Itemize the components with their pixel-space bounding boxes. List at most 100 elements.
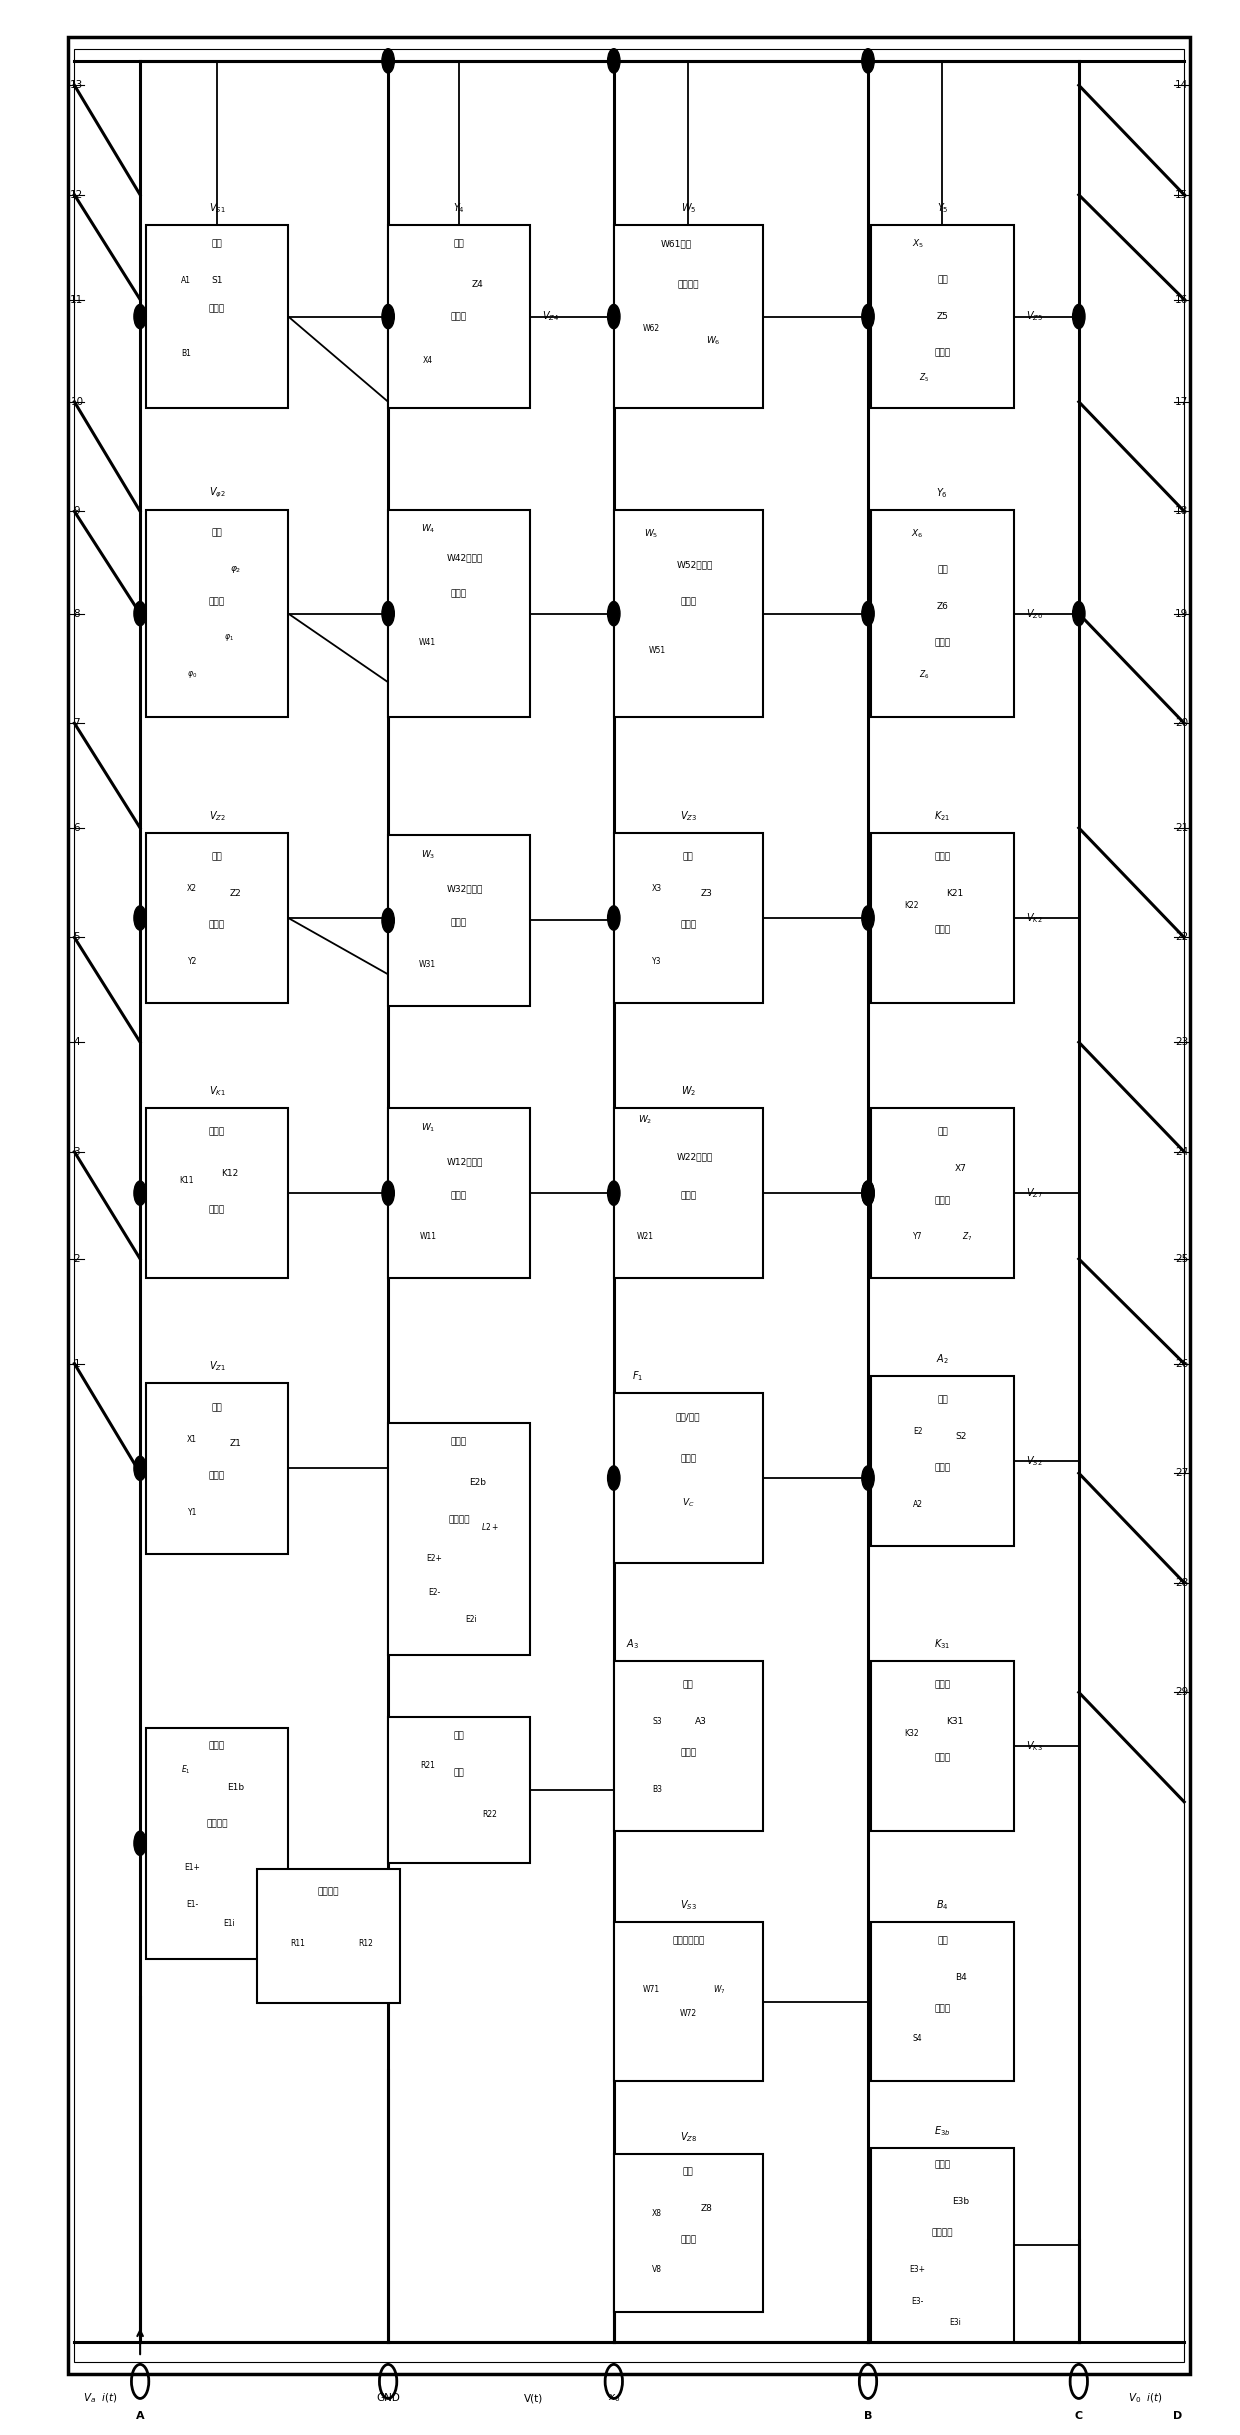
Text: S2: S2: [955, 1432, 967, 1442]
Text: $W_3$: $W_3$: [420, 847, 435, 862]
Circle shape: [862, 1466, 874, 1490]
Text: $V_{S1}$: $V_{S1}$: [208, 202, 226, 214]
Text: 乘法器: 乘法器: [934, 638, 951, 648]
Text: Z2: Z2: [229, 889, 242, 899]
Text: 流传输器: 流传输器: [931, 2228, 954, 2238]
Bar: [387, 511, 531, 718]
Text: $Z_7$: $Z_7$: [962, 1230, 972, 1244]
Text: S3: S3: [652, 1717, 662, 1726]
Bar: [614, 833, 763, 1003]
Text: W62: W62: [642, 324, 660, 334]
Text: $W_2$: $W_2$: [681, 1084, 696, 1098]
Text: 频率/电压: 频率/电压: [676, 1412, 701, 1422]
Bar: [614, 226, 763, 409]
Bar: [387, 1422, 531, 1656]
Text: $E_1$: $E_1$: [181, 1763, 191, 1778]
Circle shape: [382, 1181, 394, 1205]
Text: 流传输器: 流传输器: [206, 1819, 228, 1829]
Circle shape: [134, 1181, 146, 1205]
Text: 第二: 第二: [937, 1395, 947, 1405]
Text: Z6: Z6: [936, 601, 949, 611]
Bar: [614, 1393, 763, 1563]
Text: 2: 2: [73, 1254, 81, 1264]
Text: E2+: E2+: [427, 1554, 441, 1563]
Text: 22: 22: [1176, 933, 1188, 942]
Text: 10: 10: [71, 397, 83, 407]
Text: $V_{Z4}$: $V_{Z4}$: [543, 309, 559, 324]
Text: 减法器: 减法器: [934, 2004, 951, 2014]
Text: E3i: E3i: [949, 2318, 961, 2328]
Bar: [387, 1108, 531, 1278]
Text: 17: 17: [1176, 397, 1188, 407]
Circle shape: [134, 304, 146, 329]
Text: $Z_5$: $Z_5$: [919, 370, 929, 385]
Text: W11: W11: [419, 1232, 436, 1242]
Text: 3: 3: [73, 1147, 81, 1157]
Text: 第三: 第三: [683, 852, 693, 862]
Text: $W_1$: $W_1$: [420, 1120, 435, 1135]
Text: 加法器: 加法器: [934, 1463, 951, 1473]
Text: 25: 25: [1176, 1254, 1188, 1264]
Text: A3: A3: [694, 1717, 707, 1726]
Bar: [387, 226, 531, 409]
Text: 乘法器: 乘法器: [450, 312, 467, 321]
Text: K11: K11: [179, 1176, 193, 1186]
Text: 第一电: 第一电: [208, 1741, 226, 1751]
Text: $V_{Z2}$: $V_{Z2}$: [208, 808, 226, 823]
Text: Y1: Y1: [187, 1507, 197, 1517]
Text: X2: X2: [187, 884, 197, 894]
Text: 15: 15: [1176, 190, 1188, 200]
Text: 第一电阻: 第一电阻: [317, 1887, 340, 1897]
Text: 大模块: 大模块: [934, 1753, 951, 1763]
Text: 算模块: 算模块: [680, 1191, 697, 1200]
Text: $V_{Z5}$: $V_{Z5}$: [1025, 309, 1043, 324]
Bar: [614, 1924, 763, 2079]
Text: $V_C$: $V_C$: [682, 1495, 694, 1510]
Text: W61第六: W61第六: [660, 239, 692, 248]
Text: 乘法器: 乘法器: [208, 920, 226, 930]
Text: E2b: E2b: [469, 1478, 486, 1488]
Text: 乘法器: 乘法器: [934, 1196, 951, 1205]
Text: Y3: Y3: [652, 957, 662, 967]
Text: 第七运算模块: 第七运算模块: [672, 1936, 704, 1946]
Circle shape: [862, 906, 874, 930]
Bar: [614, 511, 763, 718]
Bar: [870, 511, 1014, 718]
Text: 29: 29: [1176, 1687, 1188, 1697]
Circle shape: [608, 906, 620, 930]
Text: E3+: E3+: [910, 2265, 925, 2274]
Text: 26: 26: [1176, 1359, 1188, 1368]
Text: 第二电: 第二电: [450, 1437, 467, 1446]
Text: K12: K12: [221, 1169, 238, 1179]
Text: 流传输器: 流传输器: [448, 1515, 470, 1524]
Bar: [387, 1717, 531, 1863]
Bar: [614, 1108, 763, 1278]
Text: 8: 8: [73, 609, 81, 618]
Text: 转换器: 转换器: [680, 1454, 697, 1463]
Text: $Y_4$: $Y_4$: [453, 202, 465, 214]
Bar: [870, 1661, 1014, 1831]
Text: Y7: Y7: [913, 1232, 923, 1242]
Text: B4: B4: [955, 1972, 967, 1982]
Text: E1i: E1i: [223, 1919, 236, 1929]
Text: 第三电: 第三电: [934, 2160, 951, 2170]
Text: 21: 21: [1176, 823, 1188, 833]
Text: 第七: 第七: [937, 1127, 947, 1137]
Bar: [146, 511, 288, 718]
Text: $V_{Z3}$: $V_{Z3}$: [680, 808, 697, 823]
Text: W21: W21: [636, 1232, 653, 1242]
Text: 第四: 第四: [937, 1936, 947, 1946]
Circle shape: [382, 49, 394, 73]
Text: $L2+$: $L2+$: [481, 1522, 498, 1532]
Bar: [870, 226, 1014, 409]
Text: 大模块: 大模块: [208, 1205, 226, 1215]
Text: 算模块: 算模块: [450, 918, 467, 928]
Text: 算模块: 算模块: [450, 1191, 467, 1200]
Text: E3b: E3b: [952, 2196, 970, 2206]
Text: $W_7$: $W_7$: [713, 1982, 725, 1997]
Text: 12: 12: [71, 190, 83, 200]
Text: $V_a$  $i(t)$: $V_a$ $i(t)$: [83, 2391, 118, 2406]
Bar: [146, 1729, 288, 1958]
Text: 19: 19: [1176, 609, 1188, 618]
Bar: [614, 2155, 763, 2313]
